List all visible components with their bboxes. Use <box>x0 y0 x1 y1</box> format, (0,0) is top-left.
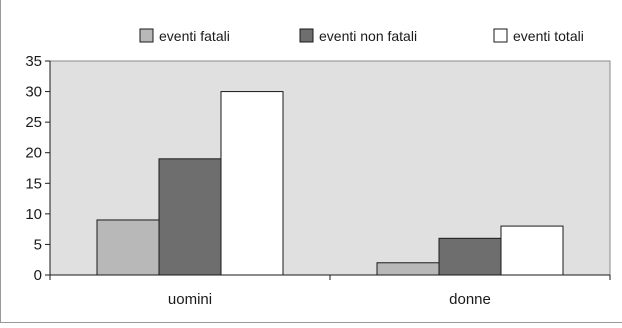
y-tick-label: 30 <box>25 84 42 101</box>
bar-eventi-totali-uomini <box>220 91 284 276</box>
x-category-label: donne <box>449 291 491 308</box>
y-tick-label: 0 <box>34 267 42 284</box>
legend-swatch <box>299 28 314 43</box>
legend-swatch <box>493 28 508 43</box>
legend: eventi fatali eventi non fatali eventi tot… <box>139 28 584 44</box>
x-category-label: uomini <box>168 291 212 308</box>
legend-swatch <box>139 28 154 43</box>
x-axis: uomini donne <box>49 274 611 308</box>
bars-group <box>96 91 564 276</box>
y-axis: 0 5 10 15 20 25 30 35 <box>25 53 51 284</box>
y-tick-label: 25 <box>25 114 42 131</box>
y-tick-label: 35 <box>25 53 42 70</box>
bar-eventi-totali-donne <box>500 225 564 276</box>
legend-label: eventi non fatali <box>319 28 417 44</box>
y-tick-label: 20 <box>25 145 42 162</box>
legend-label: eventi fatali <box>159 28 230 44</box>
y-tick-label: 15 <box>25 175 42 192</box>
legend-label: eventi totali <box>513 28 584 44</box>
bar-eventi-non-fatali-uomini <box>158 158 222 276</box>
y-tick-label: 5 <box>34 236 42 253</box>
y-tick-label: 10 <box>25 206 42 223</box>
